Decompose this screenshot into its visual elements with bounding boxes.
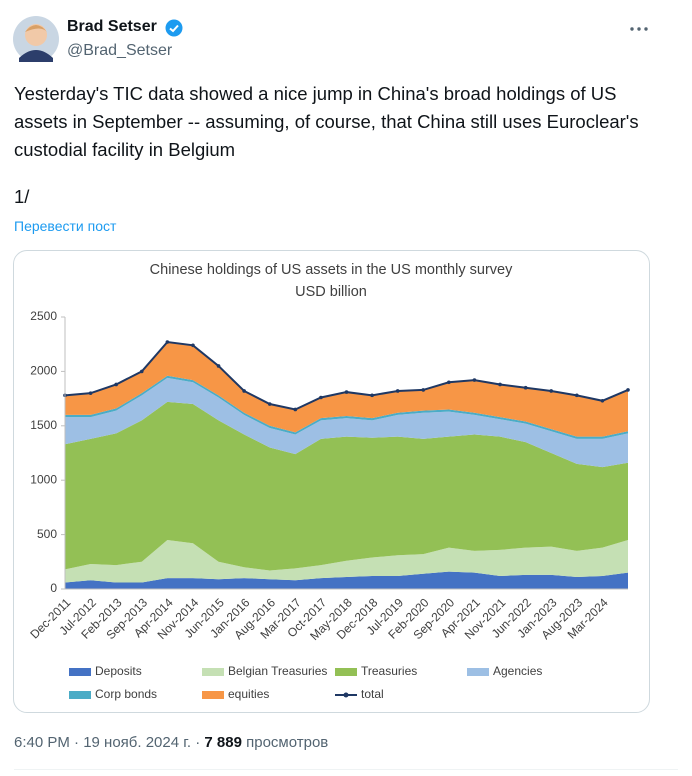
legend-label: Agencies <box>493 664 542 678</box>
y-tick-label: 500 <box>37 527 57 541</box>
total-point <box>370 393 374 398</box>
total-point <box>267 402 272 406</box>
total-point <box>242 389 246 393</box>
total-point <box>575 393 579 398</box>
author-handle[interactable]: @Brad_Setser <box>67 42 173 59</box>
y-tick-label: 0 <box>50 581 57 595</box>
area <box>65 342 628 437</box>
total-point <box>549 389 554 393</box>
legend-swatch <box>467 668 489 676</box>
translate-link[interactable]: Перевести пост <box>14 218 117 234</box>
author-name[interactable]: Brad Setser <box>67 18 157 35</box>
total-point <box>216 364 221 368</box>
y-tick-label: 2500 <box>30 309 57 323</box>
area <box>65 401 628 571</box>
area <box>65 571 628 589</box>
area <box>65 540 628 583</box>
total-point <box>498 382 502 387</box>
legend-label: equities <box>228 687 269 701</box>
y-tick-label: 2000 <box>30 364 57 378</box>
total-point <box>88 391 93 395</box>
total-point <box>319 395 323 400</box>
legend-label: Treasuries <box>361 664 417 678</box>
total-point <box>344 390 349 394</box>
total-point <box>523 385 528 390</box>
total-point <box>114 382 118 387</box>
total-point <box>165 340 170 344</box>
total-point <box>600 398 605 403</box>
total-point <box>293 407 298 412</box>
y-tick-label: 1000 <box>30 472 57 486</box>
more-button[interactable] <box>628 24 652 34</box>
legend-swatch <box>202 691 224 699</box>
legend-swatch <box>202 668 224 676</box>
verified-badge <box>165 19 183 37</box>
post-meta: 6:40 PM · 19 нояб. 2024 г. · 7 889 просм… <box>14 734 328 751</box>
legend-label: Corp bonds <box>95 687 157 701</box>
thread-marker: 1/ <box>14 186 30 207</box>
chart: Chinese holdings of US assets in the US … <box>27 262 630 701</box>
views-label: просмотров <box>246 734 329 751</box>
post-time: 6:40 PM · 19 нояб. 2024 г. · <box>14 734 201 751</box>
total-point <box>472 378 477 382</box>
legend-label: Belgian Treasuries <box>228 664 327 678</box>
legend-label: Deposits <box>95 664 142 678</box>
total-point <box>626 388 630 392</box>
legend-swatch <box>69 668 91 676</box>
total-point <box>191 343 195 348</box>
area <box>65 377 628 468</box>
legend-swatch <box>69 691 91 699</box>
legend-label: total <box>361 687 384 701</box>
legend-marker <box>343 692 349 698</box>
total-point <box>139 369 144 374</box>
total-point <box>395 389 400 393</box>
media-card[interactable] <box>13 250 650 713</box>
y-tick-label: 1500 <box>30 418 57 432</box>
legend-swatch <box>335 668 357 676</box>
divider <box>14 769 678 770</box>
chart-subtitle: USD billion <box>295 284 367 300</box>
post-text: Yesterday's TIC data showed a nice jump … <box>14 83 639 160</box>
total-point <box>447 380 451 385</box>
avatar[interactable] <box>13 16 59 62</box>
view-count: 7 889 <box>204 734 242 751</box>
chart-title: Chinese holdings of US assets in the US … <box>150 262 513 278</box>
total-point <box>421 388 426 392</box>
